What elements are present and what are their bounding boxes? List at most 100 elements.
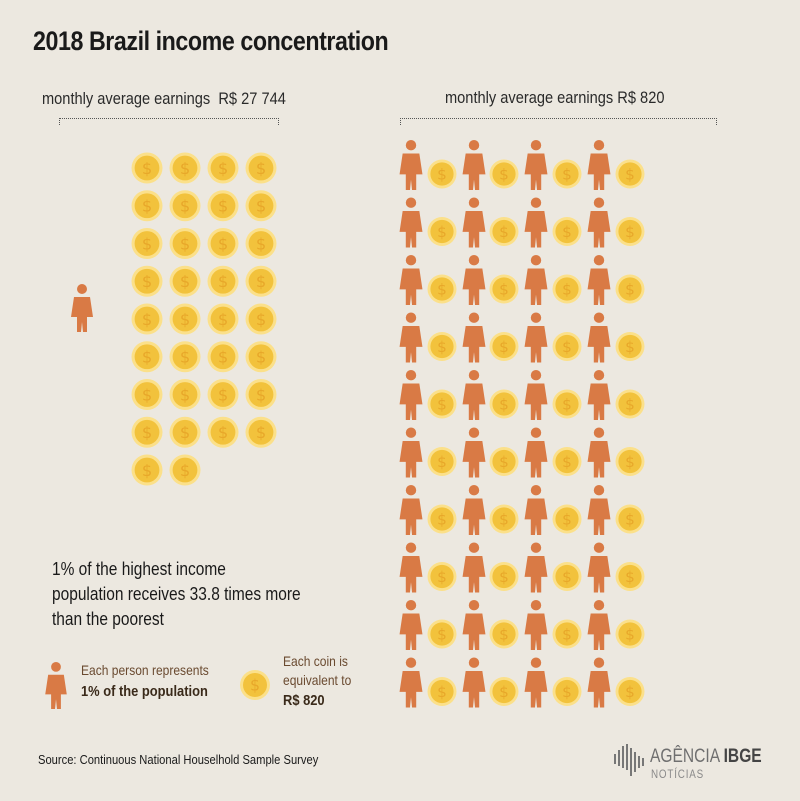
svg-text:$: $ bbox=[142, 385, 152, 404]
coin-icon: $ bbox=[489, 677, 519, 706]
svg-text:$: $ bbox=[562, 281, 572, 299]
coin-icon: $ bbox=[131, 341, 163, 373]
person-icon bbox=[587, 427, 611, 478]
rich-group-label: monthly average earnings bbox=[42, 89, 211, 108]
svg-text:$: $ bbox=[180, 234, 190, 253]
coin-icon: $ bbox=[427, 159, 457, 189]
coin-icon: $ bbox=[207, 379, 239, 410]
person-icon bbox=[399, 427, 423, 478]
svg-text:$: $ bbox=[499, 683, 509, 701]
person-icon bbox=[587, 312, 611, 363]
coin-icon: $ bbox=[427, 217, 457, 246]
person-icon bbox=[587, 657, 611, 708]
svg-text:$: $ bbox=[625, 568, 635, 586]
rich-group-coins: $ $ $ $ $ $ $ $ $ $ $ $ $ $ $ $ $ $ $ $ $ $ $ $ $ $ $ $ $ $ $ $ $ $ bbox=[131, 152, 277, 486]
person-icon bbox=[462, 370, 486, 420]
svg-text:$: $ bbox=[437, 223, 447, 241]
person-icon bbox=[587, 370, 611, 420]
svg-text:$: $ bbox=[180, 461, 190, 480]
person-icon bbox=[524, 312, 548, 363]
svg-text:$: $ bbox=[256, 423, 266, 442]
person-icon bbox=[524, 485, 548, 535]
svg-text:$: $ bbox=[625, 626, 635, 644]
svg-text:$: $ bbox=[625, 166, 635, 184]
coin-icon: $ bbox=[615, 504, 645, 534]
rich-group-value: R$ 27 744 bbox=[218, 89, 286, 108]
coin-icon: $ bbox=[169, 416, 201, 448]
logo-subtitle: NOTÍCIAS bbox=[651, 767, 705, 781]
svg-text:$: $ bbox=[180, 197, 190, 216]
svg-text:$: $ bbox=[562, 683, 572, 701]
svg-text:$: $ bbox=[499, 511, 509, 529]
svg-text:$: $ bbox=[625, 396, 635, 414]
person-icon bbox=[524, 370, 548, 420]
coin-icon: $ bbox=[552, 447, 582, 476]
logo-wordmark: AGÊNCIA IBGE bbox=[650, 746, 762, 768]
svg-text:$: $ bbox=[142, 234, 152, 253]
coin-icon: $ bbox=[489, 332, 519, 361]
svg-text:$: $ bbox=[142, 423, 152, 442]
svg-text:$: $ bbox=[256, 348, 266, 367]
svg-text:$: $ bbox=[256, 385, 266, 404]
svg-text:$: $ bbox=[180, 159, 190, 178]
svg-text:$: $ bbox=[218, 348, 228, 367]
svg-text:$: $ bbox=[437, 396, 447, 414]
person-icon bbox=[462, 255, 486, 305]
svg-text:$: $ bbox=[562, 166, 572, 184]
logo-name-part2: IBGE bbox=[723, 746, 762, 767]
svg-text:$: $ bbox=[218, 159, 228, 178]
poor-group-value: R$ 820 bbox=[617, 88, 665, 107]
svg-text:$: $ bbox=[499, 166, 509, 184]
person-icon bbox=[71, 284, 93, 332]
svg-text:$: $ bbox=[437, 626, 447, 644]
coin-icon: $ bbox=[489, 274, 519, 304]
svg-text:$: $ bbox=[625, 281, 635, 299]
coin-icon: $ bbox=[615, 217, 645, 246]
svg-text:$: $ bbox=[625, 453, 635, 471]
coin-icon: $ bbox=[427, 447, 457, 476]
coin-icon: $ bbox=[489, 504, 519, 534]
coin-icon: $ bbox=[131, 265, 163, 297]
person-icon bbox=[587, 542, 611, 593]
coin-icon: $ bbox=[207, 265, 239, 297]
svg-text:$: $ bbox=[625, 338, 635, 356]
coin-icon: $ bbox=[552, 159, 582, 189]
poor-group-header: monthly average earnings R$ 820 bbox=[445, 88, 664, 108]
svg-text:$: $ bbox=[625, 683, 635, 701]
svg-text:$: $ bbox=[180, 348, 190, 367]
poor-group-bracket bbox=[400, 118, 717, 125]
svg-text:$: $ bbox=[625, 223, 635, 241]
coin-icon: $ bbox=[552, 562, 582, 591]
svg-text:$: $ bbox=[180, 272, 190, 291]
coin-icon: $ bbox=[552, 274, 582, 304]
coin-icon: $ bbox=[427, 677, 457, 706]
coin-icon: $ bbox=[427, 619, 457, 649]
coin-icon: $ bbox=[245, 152, 277, 184]
coin-icon: $ bbox=[131, 454, 163, 486]
svg-text:$: $ bbox=[256, 159, 266, 178]
svg-text:$: $ bbox=[562, 453, 572, 471]
coin-icon: $ bbox=[207, 341, 239, 373]
person-icon bbox=[399, 485, 423, 535]
coin-icon: $ bbox=[552, 217, 582, 246]
coin-icon: $ bbox=[552, 504, 582, 534]
person-icon bbox=[462, 312, 486, 363]
coin-icon: $ bbox=[489, 562, 519, 591]
person-icon bbox=[399, 312, 423, 363]
person-icon bbox=[45, 662, 67, 709]
svg-text:$: $ bbox=[562, 396, 572, 414]
coin-icon: $ bbox=[240, 670, 270, 700]
svg-text:$: $ bbox=[142, 461, 152, 480]
coin-icon: $ bbox=[615, 562, 645, 591]
coin-icon: $ bbox=[245, 190, 277, 222]
coin-icon: $ bbox=[131, 303, 163, 335]
legend-icons: $ bbox=[45, 662, 270, 709]
coin-icon: $ bbox=[169, 303, 201, 335]
coin-icon: $ bbox=[427, 389, 457, 419]
coin-icon: $ bbox=[245, 379, 277, 410]
person-icon bbox=[524, 600, 548, 650]
person-icon bbox=[462, 600, 486, 650]
svg-text:$: $ bbox=[437, 166, 447, 184]
svg-text:$: $ bbox=[499, 453, 509, 471]
coin-icon: $ bbox=[131, 379, 163, 410]
